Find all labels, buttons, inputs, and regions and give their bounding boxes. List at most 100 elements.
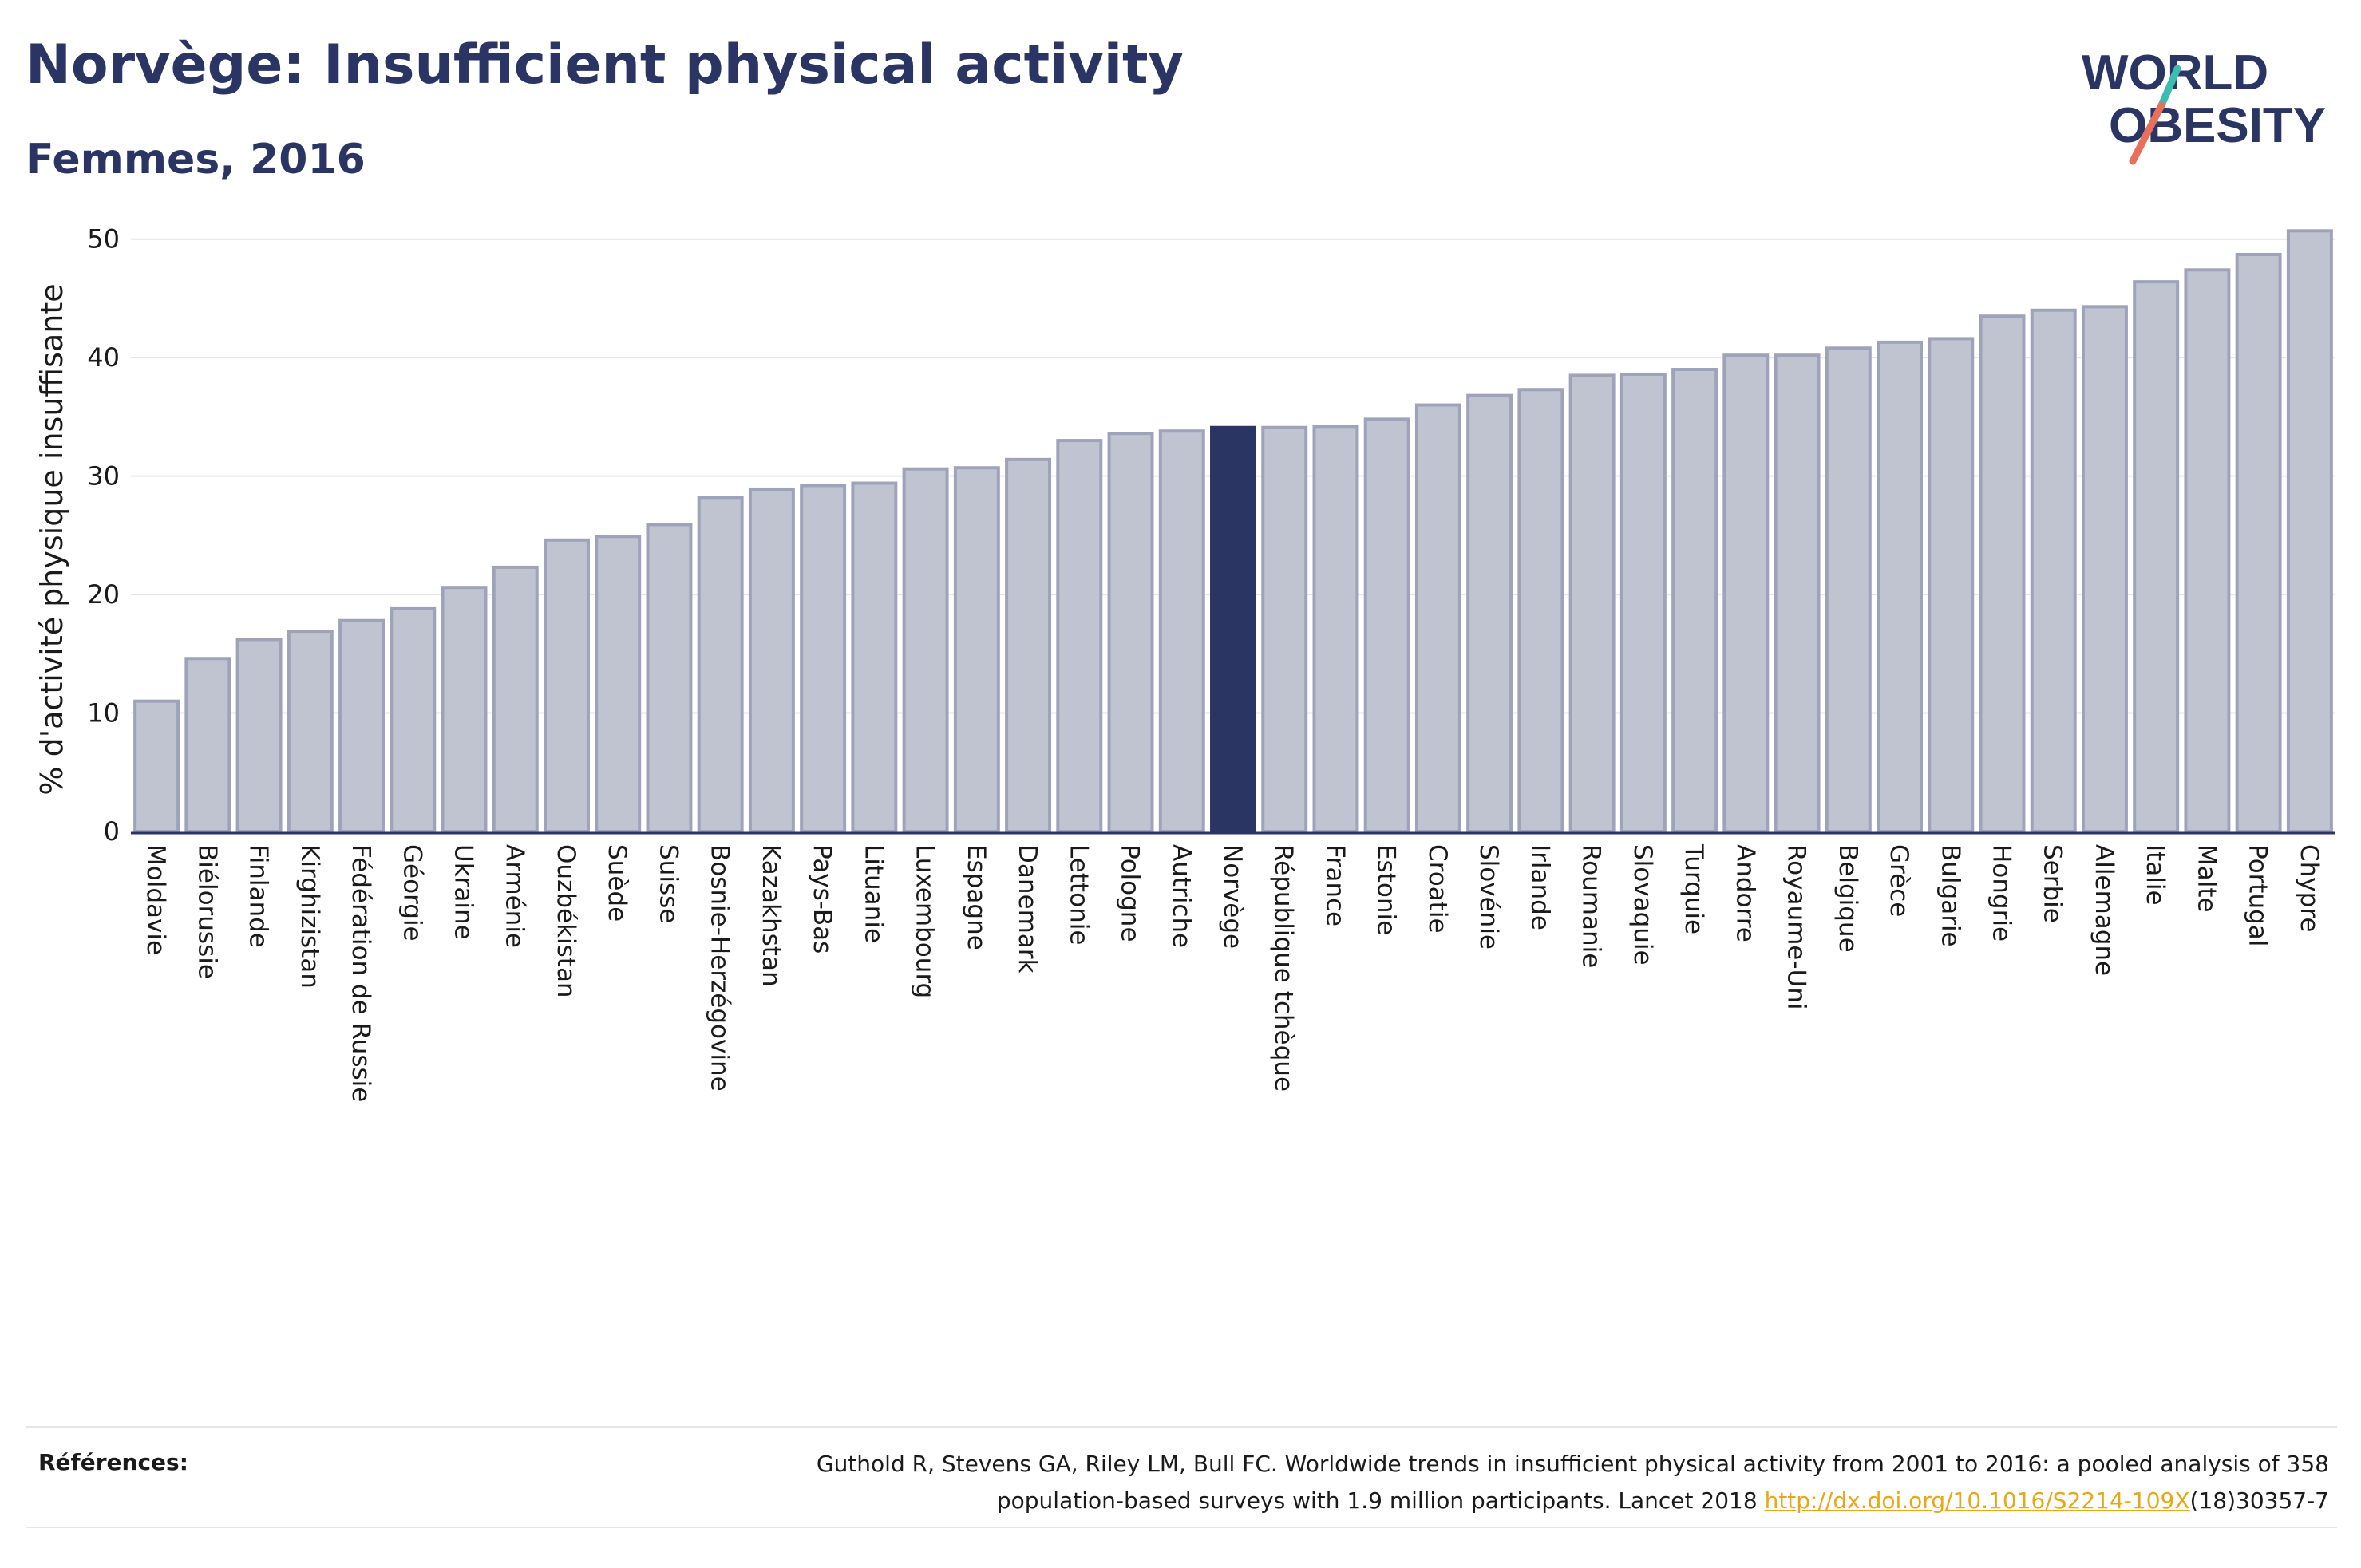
bar xyxy=(2081,305,2128,834)
bar xyxy=(697,496,744,833)
bar xyxy=(235,638,283,833)
x-tick-label: Norvège xyxy=(1218,844,1247,949)
x-tick-label: Ukraine xyxy=(449,844,478,940)
x-tick-label: Luxembourg xyxy=(911,844,939,998)
logo-slash-coral xyxy=(2129,101,2165,165)
y-tick-label: 30 xyxy=(87,461,120,492)
bar xyxy=(543,538,590,833)
x-tick-label: Hongrie xyxy=(1987,844,2015,942)
bar xyxy=(1056,439,1103,833)
bar xyxy=(1312,425,1359,833)
x-tick-label: Lituanie xyxy=(859,844,888,943)
bar xyxy=(2184,268,2231,833)
x-tick-label: Royaume-Uni xyxy=(1782,844,1811,1010)
x-tick-label: Fédération de Russie xyxy=(346,844,375,1102)
logo-slash-teal xyxy=(2157,65,2181,109)
page-title: Norvège: Insufficient physical activity xyxy=(26,34,1184,97)
x-tick-label: France xyxy=(1320,844,1349,926)
x-tick-label: Danemark xyxy=(1013,844,1042,974)
x-tick-label: Allemagne xyxy=(2090,844,2118,976)
bar xyxy=(1261,425,1308,833)
page-subtitle: Femmes, 2016 xyxy=(26,136,366,184)
references-doi-link[interactable]: http://dx.doi.org/10.1016/S2214-109X xyxy=(1764,1487,2190,1514)
bar xyxy=(2133,280,2180,833)
x-tick-label: Chypre xyxy=(2295,844,2323,932)
x-tick-label: Andorre xyxy=(1730,844,1759,942)
x-tick-label: Malte xyxy=(2192,844,2221,913)
references-label: Références: xyxy=(38,1449,188,1475)
bar xyxy=(133,699,180,834)
bar xyxy=(1825,346,1872,833)
y-tick-label: 40 xyxy=(87,342,120,373)
bar xyxy=(1005,457,1052,833)
bar xyxy=(390,606,437,834)
bar xyxy=(748,487,795,833)
x-tick-label: Serbie xyxy=(2039,844,2067,923)
y-tick-label: 10 xyxy=(87,698,120,729)
x-tick-label: Pologne xyxy=(1116,844,1145,942)
x-tick-label: Portugal xyxy=(2244,844,2272,946)
bar xyxy=(1877,340,1924,834)
bar xyxy=(595,535,642,833)
bar xyxy=(1517,388,1564,833)
bar-highlight xyxy=(1210,425,1256,833)
x-tick-label: Grèce xyxy=(1884,844,1913,917)
y-tick-label: 20 xyxy=(87,579,120,610)
x-tick-label: Lettonie xyxy=(1064,844,1093,945)
bar xyxy=(492,565,539,834)
bar xyxy=(1466,393,1513,833)
bar xyxy=(1722,353,1770,833)
bar xyxy=(2030,308,2077,833)
footer-divider-bottom xyxy=(26,1527,2337,1528)
bar xyxy=(2235,252,2282,833)
x-tick-label: Bosnie-Herzégovine xyxy=(706,844,734,1092)
bar xyxy=(1774,353,1821,833)
x-tick-label: Moldavie xyxy=(141,844,170,955)
x-tick-label: Suisse xyxy=(654,844,682,923)
bar xyxy=(902,467,949,833)
bar xyxy=(1568,373,1616,833)
x-tick-label: Croatie xyxy=(1423,844,1452,934)
x-tick-label: Espagne xyxy=(962,844,991,950)
x-tick-label: Suède xyxy=(603,844,631,922)
y-tick-label: 0 xyxy=(104,816,120,847)
x-tick-label: Turquie xyxy=(1679,843,1708,934)
x-tick-label: Ouzbékistan xyxy=(552,844,580,998)
bar xyxy=(441,586,488,834)
bar xyxy=(851,481,898,833)
x-tick-label: République tchèque xyxy=(1269,844,1298,1092)
bar xyxy=(1414,403,1461,833)
bar xyxy=(1671,368,1718,833)
bar xyxy=(1363,417,1410,833)
bar xyxy=(338,618,386,833)
y-tick-label: 50 xyxy=(87,224,120,255)
x-tick-label: Irlande xyxy=(1525,844,1554,930)
bar-chart: 0 10 20 30 40 50 % d'activité physique insuffi… xyxy=(34,224,2335,1102)
bar xyxy=(287,630,334,833)
x-tick-label: Arménie xyxy=(500,844,529,948)
bar xyxy=(1107,432,1154,834)
footer-divider-top xyxy=(26,1426,2337,1428)
bar xyxy=(953,466,1000,833)
x-tick-label: Italie xyxy=(2141,844,2169,906)
x-tick-label: Bulgarie xyxy=(1936,844,1964,947)
bar xyxy=(800,484,847,833)
bar xyxy=(1928,337,1975,833)
references-text-3: (18)30357-7 xyxy=(2189,1487,2329,1514)
x-tick-label: Kazakhstan xyxy=(757,844,785,987)
x-tick-label: Pays-Bas xyxy=(808,844,836,954)
y-axis-label: % d'activité physique insuffisante xyxy=(34,283,69,795)
x-tick-label: Estonie xyxy=(1372,844,1401,935)
x-tick-label: Roumanie xyxy=(1577,844,1606,968)
x-tick-label: Slovénie xyxy=(1474,844,1503,950)
x-tick-label: Belgique xyxy=(1833,844,1862,953)
references-text-1: Guthold R, Stevens GA, Riley LM, Bull FC… xyxy=(816,1451,2329,1477)
references-text-2: population-based surveys with 1.9 millio… xyxy=(996,1487,1765,1514)
x-tick-label: Kirghizistan xyxy=(295,844,324,989)
bar xyxy=(1979,314,2026,833)
x-tick-label: Géorgie xyxy=(397,844,426,942)
bar xyxy=(646,523,693,833)
bar xyxy=(1158,429,1205,833)
x-tick-label: Slovaquie xyxy=(1628,844,1657,966)
x-tick-label: Autriche xyxy=(1167,844,1196,948)
